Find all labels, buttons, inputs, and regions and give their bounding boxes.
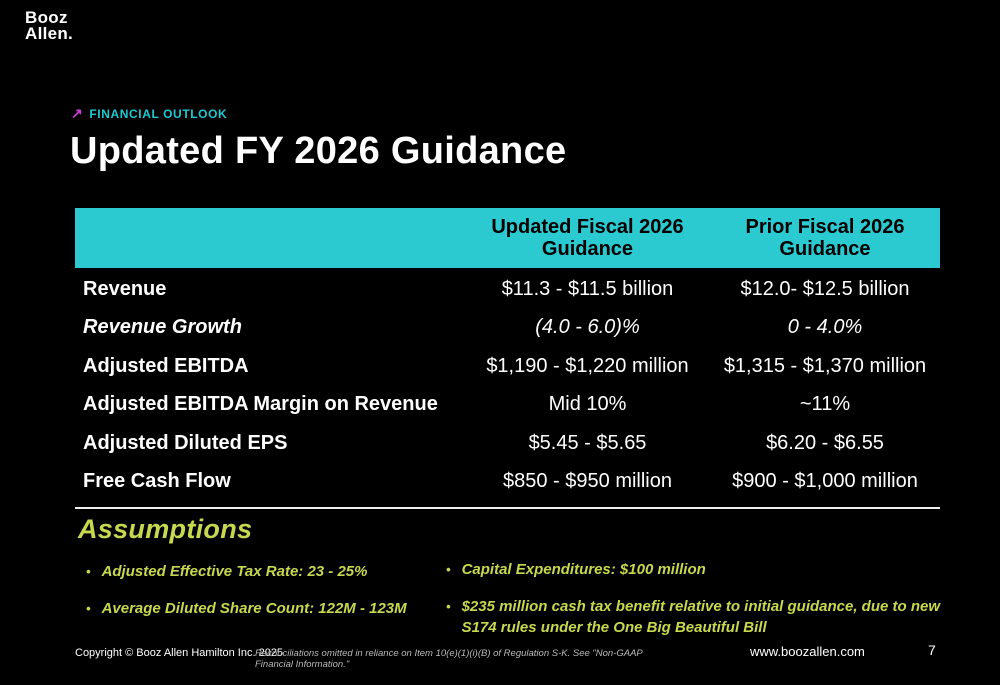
bullet-icon: • xyxy=(86,564,91,579)
assumptions-heading: Assumptions xyxy=(78,514,253,544)
section-eyebrow: ↗ FINANCIAL OUTLOOK xyxy=(71,105,227,122)
bullet-icon: • xyxy=(446,599,451,615)
row-prior-value: $900 - $1,000 million xyxy=(732,470,918,493)
assumptions-left-column: • Adjusted Effective Tax Rate: 23 - 25% … xyxy=(86,562,446,637)
page-title: Updated FY 2026 Guidance xyxy=(70,130,567,172)
table-row: Free Cash Flow $850 - $950 million $900 … xyxy=(75,463,940,502)
table-row: Adjusted Diluted EPS $5.45 - $5.65 $6.20… xyxy=(75,424,940,463)
assumption-text: Capital Expenditures: $100 million xyxy=(461,561,706,578)
row-updated-value: $11.3 - $11.5 billion xyxy=(501,277,674,300)
row-updated-value: $1,190 - $1,220 million xyxy=(486,354,689,377)
copyright-text: Copyright © Booz Allen Hamilton Inc. 202… xyxy=(75,647,284,659)
row-label: Free Cash Flow xyxy=(83,470,231,493)
row-updated-value: (4.0 - 6.0)% xyxy=(535,316,640,339)
row-label: Adjusted EBITDA xyxy=(83,354,249,377)
section-divider xyxy=(75,507,940,509)
arrow-up-right-icon: ↗ xyxy=(71,105,84,121)
row-prior-value: $6.20 - $6.55 xyxy=(766,431,884,454)
table-body: Revenue $11.3 - $11.5 billion $12.0- $12… xyxy=(75,268,940,501)
row-label: Revenue Growth xyxy=(83,316,242,339)
list-item: • Adjusted Effective Tax Rate: 23 - 25% xyxy=(86,562,446,582)
guidance-table: Updated Fiscal 2026 Guidance Prior Fisca… xyxy=(75,208,940,501)
row-updated-value: Mid 10% xyxy=(548,393,627,416)
assumption-text: Average Diluted Share Count: 122M - 123M xyxy=(101,600,407,618)
table-row: Adjusted EBITDA Margin on Revenue Mid 10… xyxy=(75,386,940,425)
row-prior-value: $12.0- $12.5 billion xyxy=(740,277,910,300)
assumption-text: Adjusted Effective Tax Rate: 23 - 25% xyxy=(101,563,368,580)
list-item: • Capital Expenditures: $100 million xyxy=(446,560,946,580)
table-header-empty xyxy=(75,232,465,244)
bullet-icon: • xyxy=(86,601,91,617)
website-text: www.boozallen.com xyxy=(750,644,865,659)
table-header-updated: Updated Fiscal 2026 Guidance xyxy=(491,215,684,260)
row-prior-value: ~11% xyxy=(799,393,851,416)
table-row: Adjusted EBITDA $1,190 - $1,220 million … xyxy=(75,347,940,386)
disclaimer-text: Reconciliations omitted in reliance on I… xyxy=(255,648,643,670)
logo-line-1: Booz xyxy=(25,8,68,27)
row-label: Revenue xyxy=(83,277,167,300)
page-number: 7 xyxy=(928,642,936,658)
row-updated-value: $5.45 - $5.65 xyxy=(528,431,647,454)
assumption-text: $235 million cash tax benefit relative t… xyxy=(461,598,941,636)
table-row: Revenue Growth (4.0 - 6.0)% 0 - 4.0% xyxy=(75,309,940,348)
assumptions-right-column: • Capital Expenditures: $100 million • $… xyxy=(446,560,946,655)
booz-allen-logo: Booz Allen. xyxy=(25,8,74,43)
row-label: Adjusted Diluted EPS xyxy=(83,431,288,454)
list-item: • Average Diluted Share Count: 122M - 12… xyxy=(86,599,446,619)
bullet-icon: • xyxy=(446,562,451,577)
table-header-row: Updated Fiscal 2026 Guidance Prior Fisca… xyxy=(75,208,940,268)
logo-line-2: Allen. xyxy=(25,24,74,43)
table-row: Revenue $11.3 - $11.5 billion $12.0- $12… xyxy=(75,270,940,309)
row-label: Adjusted EBITDA Margin on Revenue xyxy=(83,393,438,416)
row-prior-value: 0 - 4.0% xyxy=(787,316,863,339)
row-prior-value: $1,315 - $1,370 million xyxy=(723,354,927,377)
table-header-prior: Prior Fiscal 2026 Guidance xyxy=(745,215,905,260)
eyebrow-label: FINANCIAL OUTLOOK xyxy=(89,106,228,121)
list-item: • $235 million cash tax benefit relative… xyxy=(446,597,946,638)
row-updated-value: $850 - $950 million xyxy=(503,470,672,493)
